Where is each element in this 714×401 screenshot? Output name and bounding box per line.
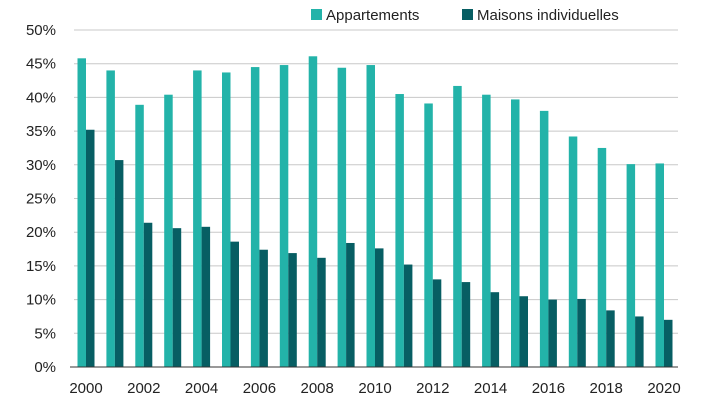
bar-appartements-2007 — [279, 65, 289, 368]
bar-maisons-individuelles-2000 — [86, 129, 95, 367]
y-tick-label: 45% — [26, 56, 56, 73]
bar-appartements-2014 — [482, 94, 491, 367]
bar-appartements-2018 — [597, 147, 607, 367]
bar-maisons-individuelles-2008 — [317, 257, 326, 367]
bar-maisons-individuelles-2015 — [519, 296, 528, 367]
legend-label-maisons-individuelles: Maisons individuelles — [477, 7, 619, 24]
y-tick-label: 20% — [26, 224, 56, 241]
y-tick-label: 30% — [26, 157, 56, 174]
legend-swatch-appartements — [311, 9, 322, 20]
bar-appartements-2001 — [106, 70, 115, 367]
legend-swatch-maisons-individuelles — [462, 9, 473, 20]
bar-appartements-2017 — [568, 136, 578, 367]
x-tick-label: 2000 — [69, 380, 102, 397]
bar-maisons-individuelles-2017 — [577, 298, 586, 367]
bar-appartements-2015 — [511, 99, 520, 368]
x-tick-label: 2012 — [416, 380, 449, 397]
bar-maisons-individuelles-2001 — [114, 160, 124, 367]
x-tick-label: 2014 — [474, 380, 507, 397]
bar-maisons-individuelles-2012 — [432, 279, 442, 367]
bar-appartements-2004 — [193, 70, 202, 367]
x-tick-label: 2006 — [243, 380, 276, 397]
bar-appartements-2008 — [308, 56, 318, 367]
legend: Appartements Maisons individuelles — [311, 7, 619, 24]
bar-maisons-individuelles-2020 — [664, 319, 673, 367]
y-tick-label: 35% — [26, 123, 56, 140]
bar-maisons-individuelles-2003 — [172, 228, 182, 367]
x-tick-label: 2008 — [301, 380, 334, 397]
bar-maisons-individuelles-2007 — [288, 253, 297, 367]
bar-maisons-individuelles-2018 — [606, 310, 615, 367]
y-tick-label: 25% — [26, 191, 56, 208]
bar-appartements-2005 — [222, 72, 231, 368]
bar-appartements-2010 — [366, 65, 375, 368]
x-tick-label: 2020 — [647, 380, 680, 397]
x-tick-label: 2010 — [358, 380, 391, 397]
bar-appartements-2020 — [655, 163, 664, 367]
legend-label-appartements: Appartements — [326, 7, 419, 24]
bar-maisons-individuelles-2005 — [230, 241, 239, 367]
bar-appartements-2012 — [424, 103, 433, 367]
bar-maisons-individuelles-2009 — [346, 242, 355, 367]
bar-maisons-individuelles-2002 — [143, 222, 153, 367]
x-axis-tick-labels: 2000 2002 2004 2006 2008 2010 2012 2014 2016 2018… — [69, 380, 680, 397]
y-tick-label: 15% — [26, 258, 56, 275]
bar-appartements-2016 — [539, 110, 549, 367]
bar-maisons-individuelles-2004 — [201, 226, 211, 367]
y-tick-label: 5% — [34, 325, 56, 342]
y-tick-label: 0% — [34, 359, 56, 376]
y-axis-tick-labels: 0% 5% 10% 15% 20% 25% 30% 35% 40% 45% 50% — [26, 22, 56, 376]
y-tick-label: 10% — [26, 292, 56, 309]
x-tick-label: 2002 — [127, 380, 160, 397]
bar-appartements-2019 — [626, 164, 636, 367]
bar-appartements-2003 — [164, 94, 173, 367]
bar-maisons-individuelles-2014 — [490, 292, 500, 367]
x-tick-label: 2004 — [185, 380, 218, 397]
bar-maisons-individuelles-2019 — [635, 316, 644, 367]
bar-maisons-individuelles-2011 — [403, 264, 413, 367]
bar-appartements-2002 — [135, 104, 144, 367]
y-tick-label: 50% — [26, 22, 56, 39]
y-tick-label: 40% — [26, 89, 56, 106]
bars — [77, 56, 673, 368]
bar-maisons-individuelles-2006 — [259, 249, 268, 367]
x-tick-label: 2018 — [590, 380, 623, 397]
bar-appartements-2006 — [250, 67, 260, 367]
bar-appartements-2000 — [77, 58, 86, 368]
bar-appartements-2011 — [395, 94, 404, 367]
bar-maisons-individuelles-2013 — [461, 282, 471, 367]
bar-maisons-individuelles-2016 — [548, 299, 557, 367]
x-tick-label: 2016 — [532, 380, 565, 397]
bar-appartements-2013 — [453, 85, 462, 367]
bar-appartements-2009 — [337, 67, 347, 368]
bar-maisons-individuelles-2010 — [375, 248, 384, 367]
